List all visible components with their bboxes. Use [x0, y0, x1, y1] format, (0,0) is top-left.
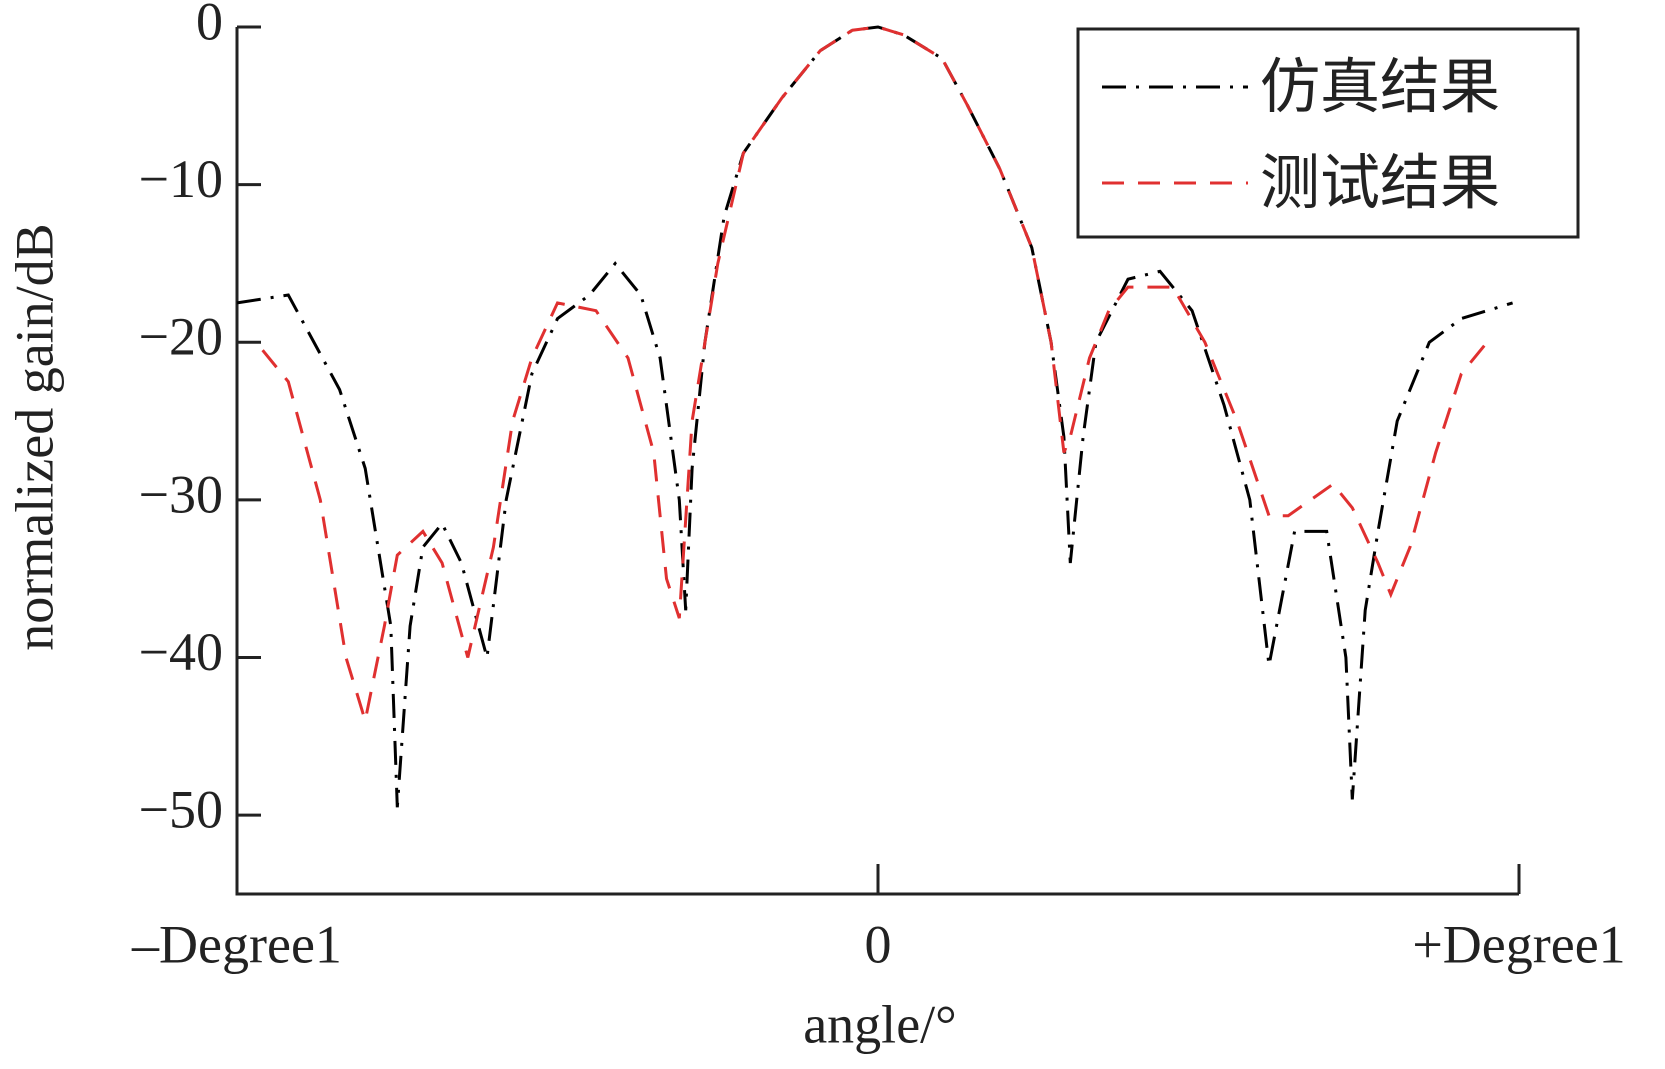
x-tick-label: –Degree1 [131, 914, 342, 974]
y-tick-label: −20 [139, 307, 223, 367]
x-tick-label: +Degree1 [1412, 914, 1625, 974]
legend-label: 测试结果 [1260, 149, 1500, 219]
y-axis-label: normalized gain/dB [4, 223, 64, 650]
y-tick-label: −30 [139, 464, 223, 524]
x-tick-label: 0 [865, 914, 892, 974]
y-tick-label: −50 [139, 780, 223, 840]
series-line [261, 25, 1489, 722]
legend-box [1076, 27, 1580, 239]
legend-label: 仿真结果 [1260, 53, 1500, 123]
x-axis-label: angle/° [803, 994, 957, 1054]
y-tick-label: −10 [139, 149, 223, 209]
y-tick-label: −40 [139, 622, 223, 682]
y-tick-label: 0 [196, 0, 223, 51]
